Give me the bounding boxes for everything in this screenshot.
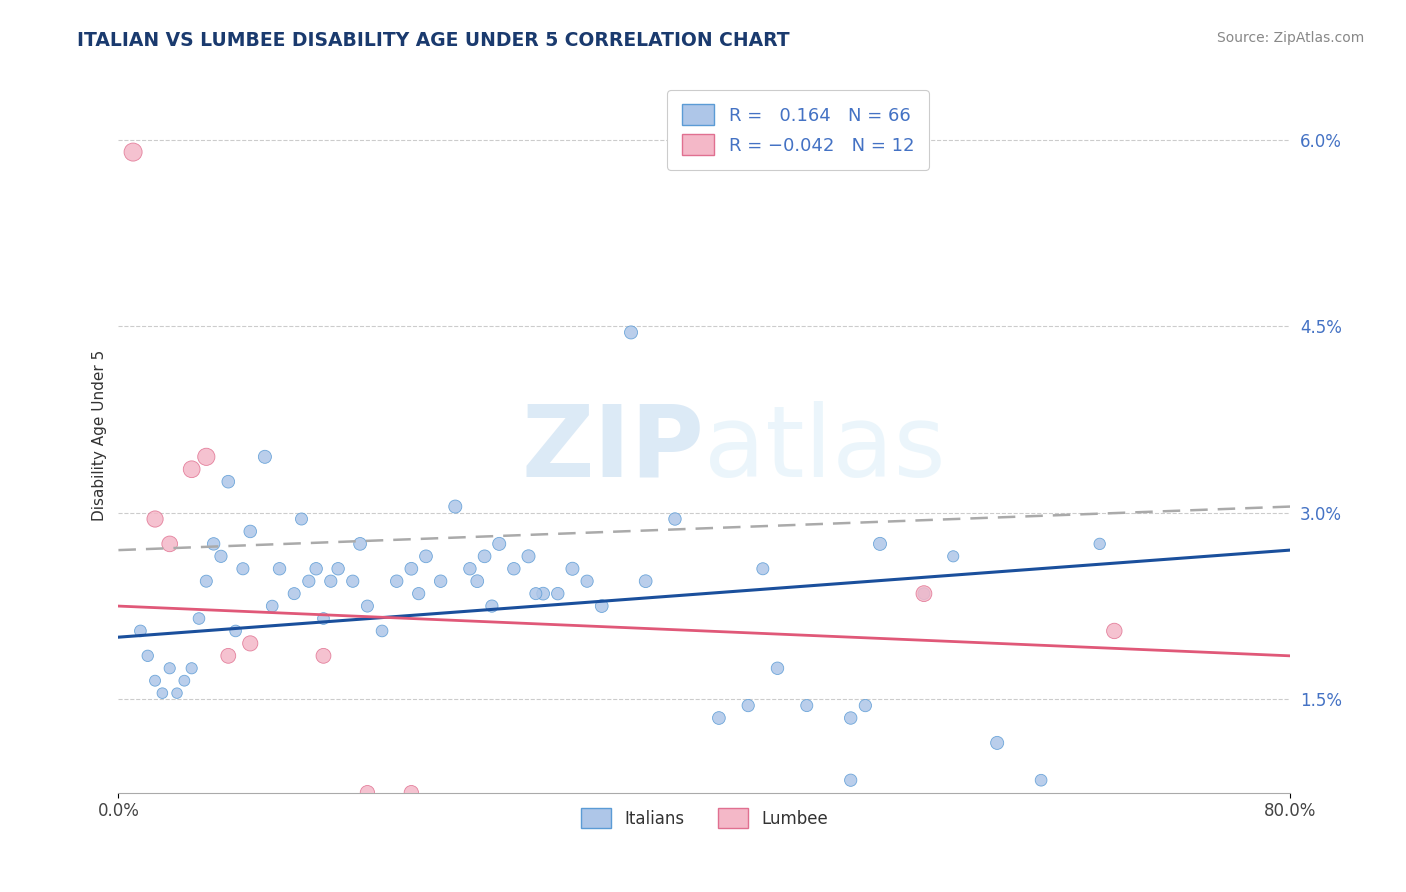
Point xyxy=(912,587,935,601)
Point xyxy=(122,145,145,159)
Point xyxy=(159,661,181,675)
Point xyxy=(159,537,181,551)
Point xyxy=(312,648,335,663)
Point xyxy=(576,574,599,589)
Point xyxy=(326,562,349,576)
Point xyxy=(180,462,202,476)
Text: ITALIAN VS LUMBEE DISABILITY AGE UNDER 5 CORRELATION CHART: ITALIAN VS LUMBEE DISABILITY AGE UNDER 5… xyxy=(77,31,790,50)
Point xyxy=(1088,537,1111,551)
Point xyxy=(481,599,503,613)
Y-axis label: Disability Age Under 5: Disability Age Under 5 xyxy=(93,350,107,521)
Point xyxy=(371,624,394,638)
Point xyxy=(202,537,225,551)
Point xyxy=(150,686,173,700)
Point xyxy=(401,562,423,576)
Point xyxy=(217,648,239,663)
Point xyxy=(262,599,284,613)
Point xyxy=(342,574,364,589)
Point xyxy=(796,698,818,713)
Point xyxy=(853,698,876,713)
Point xyxy=(415,549,437,564)
Point xyxy=(547,587,569,601)
Point xyxy=(458,562,481,576)
Point xyxy=(143,512,166,526)
Point xyxy=(620,326,643,340)
Legend: Italians, Lumbee: Italians, Lumbee xyxy=(574,802,834,834)
Point xyxy=(319,574,342,589)
Point xyxy=(737,698,759,713)
Point xyxy=(912,587,935,601)
Point xyxy=(444,500,467,514)
Point xyxy=(766,661,789,675)
Point xyxy=(349,537,371,551)
Point xyxy=(942,549,965,564)
Point xyxy=(253,450,276,464)
Point xyxy=(225,624,247,638)
Point xyxy=(524,587,547,601)
Point xyxy=(474,549,496,564)
Point xyxy=(634,574,657,589)
Point xyxy=(239,636,262,650)
Point xyxy=(1104,624,1126,638)
Point xyxy=(488,537,510,551)
Point xyxy=(217,475,239,489)
Point xyxy=(180,661,202,675)
Point xyxy=(312,611,335,625)
Point xyxy=(298,574,321,589)
Point xyxy=(561,562,583,576)
Point xyxy=(664,512,686,526)
Point xyxy=(283,587,305,601)
Point xyxy=(356,786,378,800)
Point xyxy=(502,562,524,576)
Point xyxy=(129,624,152,638)
Point xyxy=(408,587,430,601)
Point xyxy=(188,611,211,625)
Point xyxy=(1029,773,1052,788)
Point xyxy=(591,599,613,613)
Point xyxy=(869,537,891,551)
Point xyxy=(465,574,488,589)
Point xyxy=(209,549,232,564)
Point xyxy=(707,711,730,725)
Point xyxy=(986,736,1008,750)
Text: atlas: atlas xyxy=(704,401,946,498)
Point xyxy=(839,773,862,788)
Point xyxy=(290,512,312,526)
Point xyxy=(401,786,423,800)
Point xyxy=(239,524,262,539)
Point xyxy=(429,574,451,589)
Point xyxy=(195,574,218,589)
Point xyxy=(305,562,328,576)
Point xyxy=(269,562,291,576)
Point xyxy=(136,648,159,663)
Text: Source: ZipAtlas.com: Source: ZipAtlas.com xyxy=(1216,31,1364,45)
Point xyxy=(385,574,408,589)
Point xyxy=(143,673,166,688)
Point xyxy=(173,673,195,688)
Point xyxy=(839,711,862,725)
Point xyxy=(195,450,218,464)
Point xyxy=(517,549,540,564)
Point xyxy=(531,587,554,601)
Point xyxy=(752,562,775,576)
Text: ZIP: ZIP xyxy=(522,401,704,498)
Point xyxy=(166,686,188,700)
Point xyxy=(356,599,378,613)
Point xyxy=(232,562,254,576)
